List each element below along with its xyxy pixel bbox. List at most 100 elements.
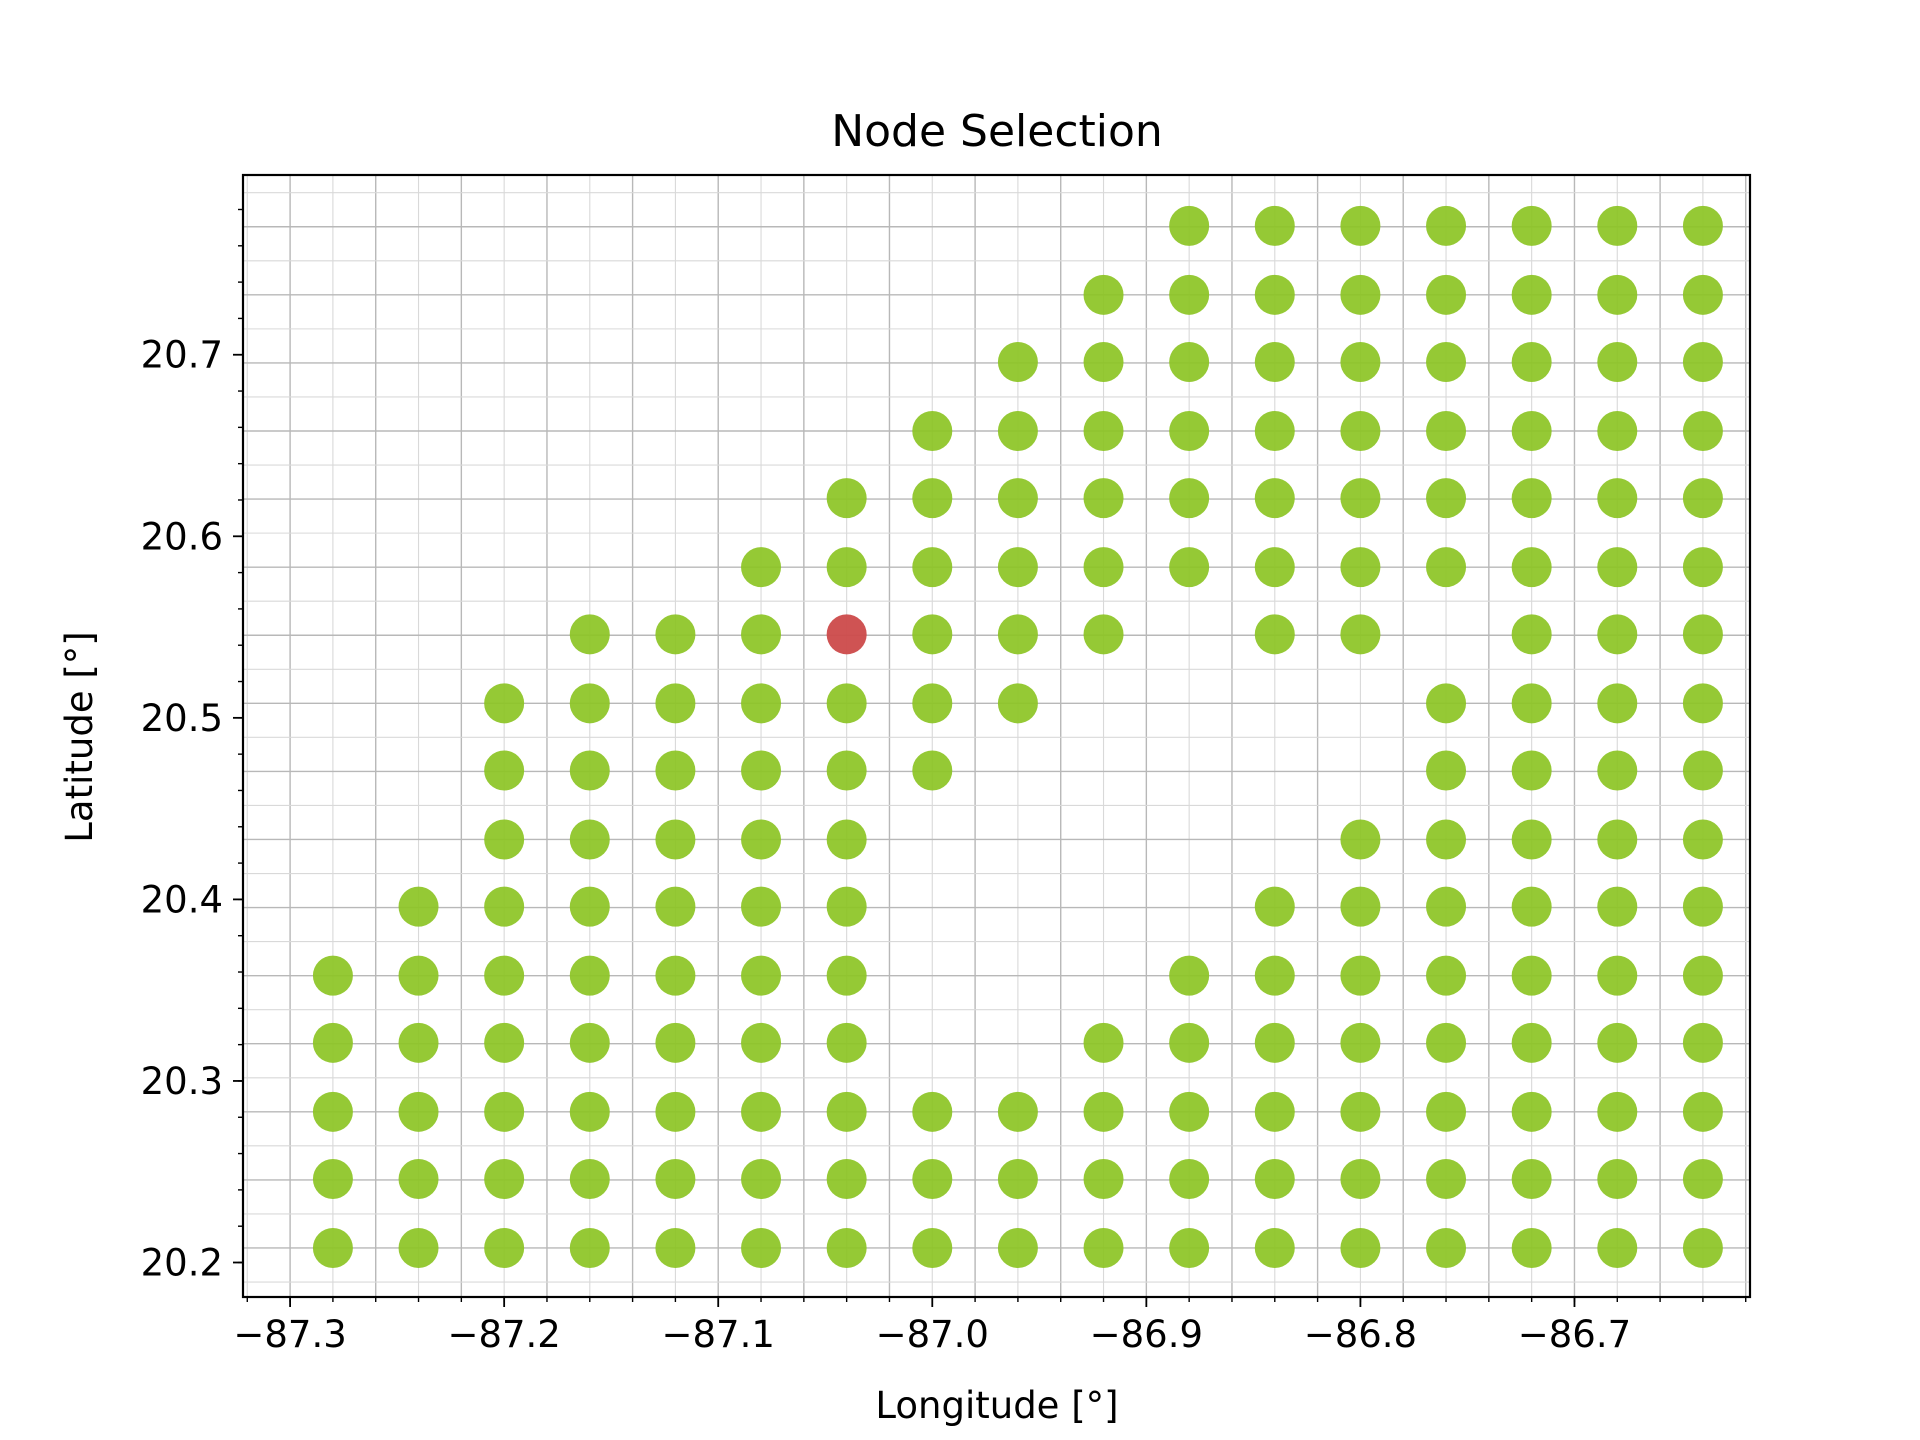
x-tick-label: −87.3	[233, 1313, 346, 1356]
node-point	[398, 1227, 439, 1268]
node-point	[1254, 410, 1295, 451]
node-point	[1340, 1158, 1381, 1199]
node-point	[1597, 886, 1638, 927]
node-point	[1340, 819, 1381, 860]
x-axis-label: Longitude [°]	[875, 1384, 1118, 1427]
node-point	[1340, 478, 1381, 519]
node-point	[912, 410, 953, 451]
node-point	[1682, 205, 1723, 246]
node-point	[1426, 750, 1467, 791]
node-point	[997, 1227, 1038, 1268]
node-point	[1340, 205, 1381, 246]
node-point	[912, 750, 953, 791]
node-point	[655, 886, 696, 927]
node-point	[997, 614, 1038, 655]
node-point	[1426, 1022, 1467, 1063]
node-point	[741, 819, 782, 860]
node-point	[1083, 614, 1124, 655]
node-point	[997, 342, 1038, 382]
node-point	[1511, 1158, 1552, 1199]
node-point	[1169, 1022, 1210, 1063]
node-point	[569, 614, 610, 655]
node-point	[569, 750, 610, 791]
node-point	[1083, 547, 1124, 588]
node-point	[1511, 410, 1552, 451]
x-tick-label: −87.1	[662, 1313, 775, 1356]
y-tick-label: 20.2	[141, 1242, 223, 1285]
node-point	[398, 1022, 439, 1063]
node-point	[655, 614, 696, 655]
node-point	[1254, 547, 1295, 588]
node-point	[1083, 274, 1124, 315]
node-point	[1254, 274, 1295, 315]
node-point	[912, 1227, 953, 1268]
node-point	[312, 1158, 353, 1199]
node-point	[1682, 1022, 1723, 1063]
node-point	[1426, 547, 1467, 588]
y-tick-label: 20.4	[141, 878, 223, 921]
node-point	[655, 1022, 696, 1063]
node-point	[826, 478, 867, 519]
node-point	[1426, 478, 1467, 519]
node-point	[1597, 1091, 1638, 1132]
node-point	[1254, 955, 1295, 996]
node-point	[484, 683, 525, 724]
node-point	[1682, 614, 1723, 655]
node-point	[1169, 1091, 1210, 1132]
node-point	[1597, 819, 1638, 860]
x-tick-label: −87.0	[876, 1313, 989, 1356]
x-tick-label: −86.7	[1518, 1313, 1631, 1356]
node-point	[1682, 819, 1723, 860]
node-point	[569, 886, 610, 927]
node-point	[1597, 547, 1638, 588]
node-point	[1169, 478, 1210, 519]
node-point	[1682, 1227, 1723, 1268]
node-point	[1254, 205, 1295, 246]
node-point	[484, 1022, 525, 1063]
node-point	[1254, 886, 1295, 927]
node-point	[569, 1022, 610, 1063]
node-point	[1511, 342, 1552, 382]
node-point	[569, 1227, 610, 1268]
node-point	[1340, 614, 1381, 655]
node-point	[1083, 1158, 1124, 1199]
node-point	[997, 1158, 1038, 1199]
node-point	[484, 955, 525, 996]
node-point	[1169, 410, 1210, 451]
node-point	[1682, 955, 1723, 996]
node-point	[1597, 410, 1638, 451]
node-point	[1426, 205, 1467, 246]
node-point	[655, 1227, 696, 1268]
node-point	[1169, 205, 1210, 246]
node-point	[1426, 955, 1467, 996]
node-point	[1682, 1091, 1723, 1132]
node-point	[1597, 683, 1638, 724]
node-point	[1340, 274, 1381, 315]
node-point	[1083, 1091, 1124, 1132]
y-axis-label: Latitude [°]	[58, 631, 101, 842]
node-point	[741, 614, 782, 655]
node-point	[1511, 1022, 1552, 1063]
node-point	[655, 683, 696, 724]
node-point	[1426, 1227, 1467, 1268]
nodes	[312, 205, 1723, 1268]
x-tick-label: −86.8	[1304, 1313, 1417, 1356]
node-point	[484, 1227, 525, 1268]
node-point	[1169, 547, 1210, 588]
node-point	[1169, 1227, 1210, 1268]
node-point	[1511, 683, 1552, 724]
node-point	[826, 547, 867, 588]
node-point	[741, 955, 782, 996]
node-point	[997, 1091, 1038, 1132]
node-point	[312, 1227, 353, 1268]
node-point	[1340, 547, 1381, 588]
node-point	[655, 955, 696, 996]
node-point	[1340, 886, 1381, 927]
node-point	[655, 819, 696, 860]
node-point	[1083, 410, 1124, 451]
node-point	[312, 1022, 353, 1063]
node-point	[569, 955, 610, 996]
node-point	[1340, 1022, 1381, 1063]
y-tick-label: 20.5	[141, 697, 223, 740]
node-point	[741, 1227, 782, 1268]
